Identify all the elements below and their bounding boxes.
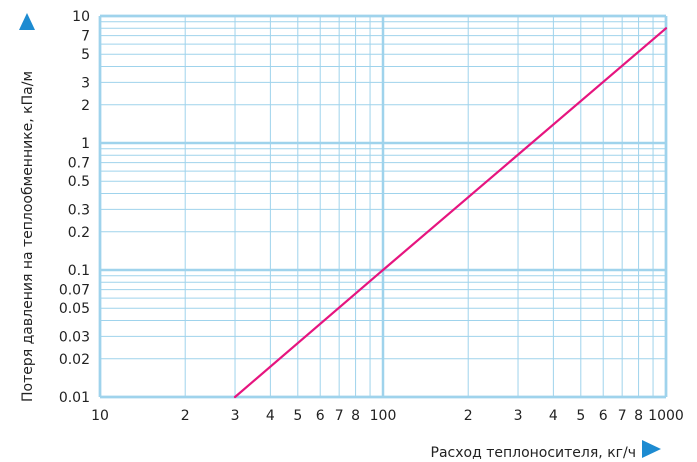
x-tick-label: 10 [91,408,109,424]
y-tick-label: 2 [81,98,90,114]
y-tick-label: 3 [81,75,90,91]
x-tick-label: 100 [370,408,397,424]
y-tick-label: 0.3 [68,202,90,218]
y-tick-label: 0.05 [59,301,90,317]
x-tick-label: 6 [316,408,325,424]
series-layer [233,27,668,399]
x-tick-label: 1000 [648,408,684,424]
x-axis-title: Расход теплоносителя, кг/ч [431,445,637,461]
x-tick-label: 5 [576,408,585,424]
y-tick-label: 0.01 [59,390,90,406]
x-tick-label: 2 [464,408,473,424]
x-tick-label: 3 [514,408,523,424]
x-tick-label: 7 [618,408,627,424]
x-tick-label: 8 [351,408,360,424]
series-line-1 [233,27,668,399]
y-tick-label: 0.7 [68,156,90,172]
x-tick-label: 8 [634,408,643,424]
y-tick-label: 1 [81,136,90,152]
x-tick-label: 5 [293,408,302,424]
y-tick-label: 10 [72,9,90,25]
y-tick-label: 0.02 [59,352,90,368]
x-tick-label: 6 [599,408,608,424]
x-tick-label: 4 [266,408,275,424]
x-tick-label: 4 [549,408,558,424]
x-tick-label: 3 [231,408,240,424]
major-gridlines [98,14,668,399]
y-tick-label: 0.07 [59,283,90,299]
y-tick-label: 0.5 [68,174,90,190]
y-axis-title: Потеря давления на теплообменнике, кПа/м [20,71,36,402]
y-tick-label: 0.03 [59,329,90,345]
y-tick-label: 7 [81,29,90,45]
x-axis-arrow-icon [642,440,661,458]
x-tick-label: 2 [181,408,190,424]
y-tick-label: 0.2 [68,225,90,241]
y-tick-label: 0.1 [68,263,90,279]
y-tick-label: 5 [81,47,90,63]
x-tick-label: 7 [335,408,344,424]
y-tick-labels: 0.01 0.02 0.03 0.05 0.07 0.1 0.2 0.3 0.5 0.7 1 2 3 5 7… [59,9,90,406]
x-tick-labels: 10 2 3 4 5 6 7 8 100 2 3 4 5 6 7 8 1000 [91,408,684,424]
y-axis-arrow-icon [19,13,35,30]
